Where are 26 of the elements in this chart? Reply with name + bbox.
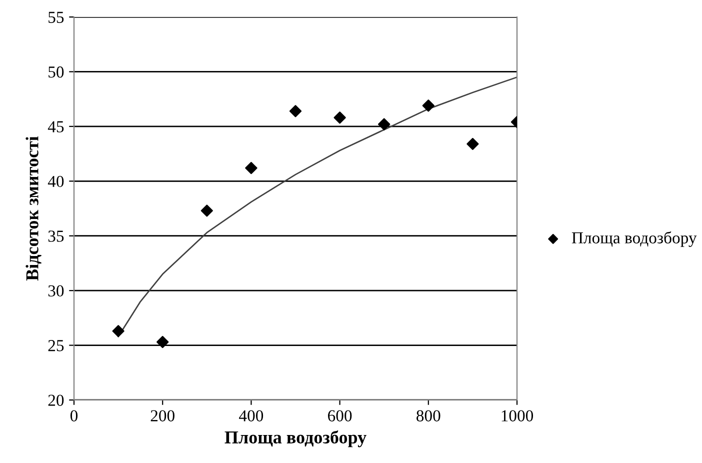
point	[245, 162, 258, 174]
x-tick-label: 0	[70, 410, 78, 422]
point	[334, 112, 346, 124]
point	[156, 336, 169, 348]
x-tick-label: 600	[328, 410, 352, 422]
point	[422, 100, 434, 112]
x-tick-label: 200	[150, 410, 174, 422]
y-tick-label: 20	[48, 394, 64, 406]
y-tick-label: 35	[48, 230, 64, 242]
y-tick-label: 50	[48, 66, 64, 78]
x-tick-label: 800	[416, 410, 440, 422]
point	[112, 324, 124, 338]
point	[378, 118, 390, 130]
y-tick-label: 55	[48, 12, 64, 23]
legend-label: Площа водозбору	[572, 231, 697, 247]
y-tick-label: 25	[48, 340, 64, 352]
y-tick-label: 40	[48, 176, 64, 188]
point	[466, 138, 479, 150]
x-tick-label: 1000	[502, 410, 534, 422]
x-tick-label: 400	[239, 410, 264, 422]
point	[289, 105, 302, 118]
y-axis-title: Відсоток змитості	[26, 136, 42, 281]
x-axis-title: Площа водозбору	[224, 430, 366, 448]
y-tick-label: 45	[48, 121, 64, 132]
y-tick-label: 30	[48, 285, 64, 297]
point	[200, 204, 213, 217]
